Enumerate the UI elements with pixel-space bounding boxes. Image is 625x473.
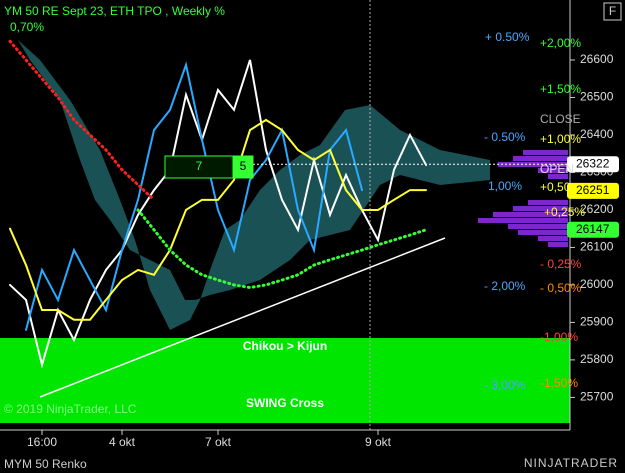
percent-label: - 0,25% [540,257,582,271]
price-label: 26322 [576,156,610,170]
y-tick-label: 26500 [580,90,614,104]
percent-label: +1,00% [540,132,581,146]
price-label: 26251 [576,183,610,197]
series-line [25,61,363,331]
percent-label: - 3,00% [484,378,526,392]
profile-bar [548,174,568,179]
chart-title: YM 50 RE Sept 23, ETH TPO , Weekly % [4,4,225,18]
y-tick-label: 26400 [580,127,614,141]
x-tick-label: 16:00 [27,435,57,449]
percent-label: +0,25% [544,205,585,219]
logo: NINJATRADER [524,456,618,470]
box-value: 7 [196,159,203,173]
cloud [18,40,490,330]
button-frame[interactable] [603,2,622,21]
percent-label: -1,50% [540,376,578,390]
copyright: © 2019 NinjaTrader, LLC [4,402,137,416]
profile-bar [538,168,568,173]
price-label-box [567,182,619,199]
profile-bar [538,236,568,241]
profile-bar [513,206,568,211]
profile-bar [478,218,568,223]
x-tick-label: 7 okt [205,435,232,449]
price-label-box [567,156,619,173]
y-tick-label: 26600 [580,52,614,66]
percent-label: -1,00% [540,330,578,344]
percent-label: 1,00% [488,179,522,193]
percent-label: - 2,00% [484,279,526,293]
price-label-box [567,221,619,238]
x-tick-label: 9 okt [365,435,392,449]
band-label: Chikou > Kijun [243,339,327,353]
chart-subtitle: 0,70% [10,20,44,34]
profile-bar [493,212,568,217]
profile-bar [518,230,568,235]
x-tick-label: 4 okt [109,435,136,449]
profile-bar [508,224,568,229]
band-chikou [0,338,570,397]
series-line [9,118,427,321]
y-tick-label: 26000 [580,277,614,291]
trend-line [39,237,446,398]
box [232,155,254,179]
profile-bar [523,150,568,155]
button[interactable]: F [609,4,616,18]
series-line [136,208,428,290]
percent-label: + 0.50% [485,30,530,44]
price-label: 26147 [576,222,610,236]
y-tick-label: 25800 [580,352,614,366]
profile-bar [548,242,568,247]
y-tick-label: 25700 [580,390,614,404]
box-value: 5 [240,159,247,173]
percent-label: +1,50% [540,82,581,96]
profile-bar [513,156,568,161]
percent-label: OPEN [540,162,574,176]
series-line [8,39,156,202]
percent-label: +2,00% [540,36,581,50]
y-tick-label: 25900 [580,315,614,329]
band-label: SWING Cross [246,396,324,410]
profile-bar [528,200,568,205]
instrument: MYM 50 Renko [4,457,87,471]
series-line [9,59,427,369]
y-tick-label: 26100 [580,240,614,254]
percent-label: - 0,50% [540,281,582,295]
y-tick-label: 26200 [580,202,614,216]
percent-label: CLOSE [540,112,581,126]
percent-label: +0,50 [540,180,571,194]
band-swing [0,397,570,423]
percent-label: - 0.50% [484,130,526,144]
